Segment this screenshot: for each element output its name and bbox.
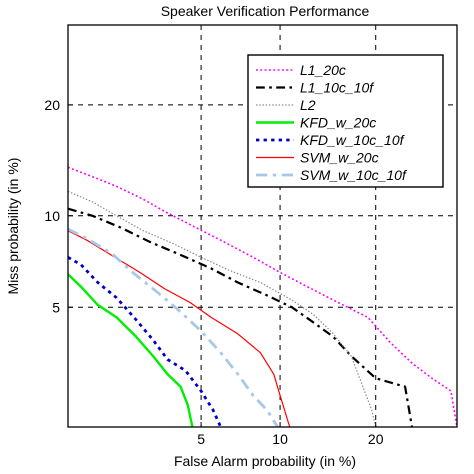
x-axis-label: False Alarm probability (in %): [174, 453, 356, 469]
x-tick-label: 5: [197, 431, 205, 447]
legend-label: L2: [300, 97, 316, 113]
legend-label: SVM_w_20c: [300, 150, 379, 166]
series-line-l2: [67, 190, 377, 428]
y-tick-label: 10: [44, 208, 60, 224]
axis-ticks: 5 10 20 5 10 20: [44, 97, 383, 447]
legend-label: L1_10c_10f: [300, 80, 375, 96]
series-line-l1-10c-10f: [67, 207, 414, 428]
y-tick-label: 20: [44, 97, 60, 113]
legend-label: SVM_w_10c_10f: [300, 167, 408, 183]
series-line-kfd-w-20c: [67, 273, 194, 428]
series-line-kfd-w-10c-10f: [67, 256, 222, 428]
series-line-svm-w-10c-10f: [67, 227, 279, 428]
legend-label: KFD_w_10c_10f: [300, 132, 406, 148]
grid-lines: [68, 25, 457, 427]
plot-frame: [67, 24, 458, 428]
legend-box: [247, 54, 444, 188]
x-tick-label: 20: [368, 431, 384, 447]
series-line-svm-w-20c: [67, 230, 291, 428]
y-tick-label: 5: [52, 299, 60, 315]
series-lines: [67, 166, 458, 428]
legend-label: L1_20c: [300, 62, 346, 78]
x-tick-label: 10: [272, 431, 288, 447]
chart-title: Speaker Verification Performance: [161, 3, 370, 19]
series-line-l1-20c: [67, 166, 458, 428]
y-axis-label: Miss probability (in %): [5, 158, 21, 295]
legend-label: KFD_w_20c: [300, 115, 376, 131]
